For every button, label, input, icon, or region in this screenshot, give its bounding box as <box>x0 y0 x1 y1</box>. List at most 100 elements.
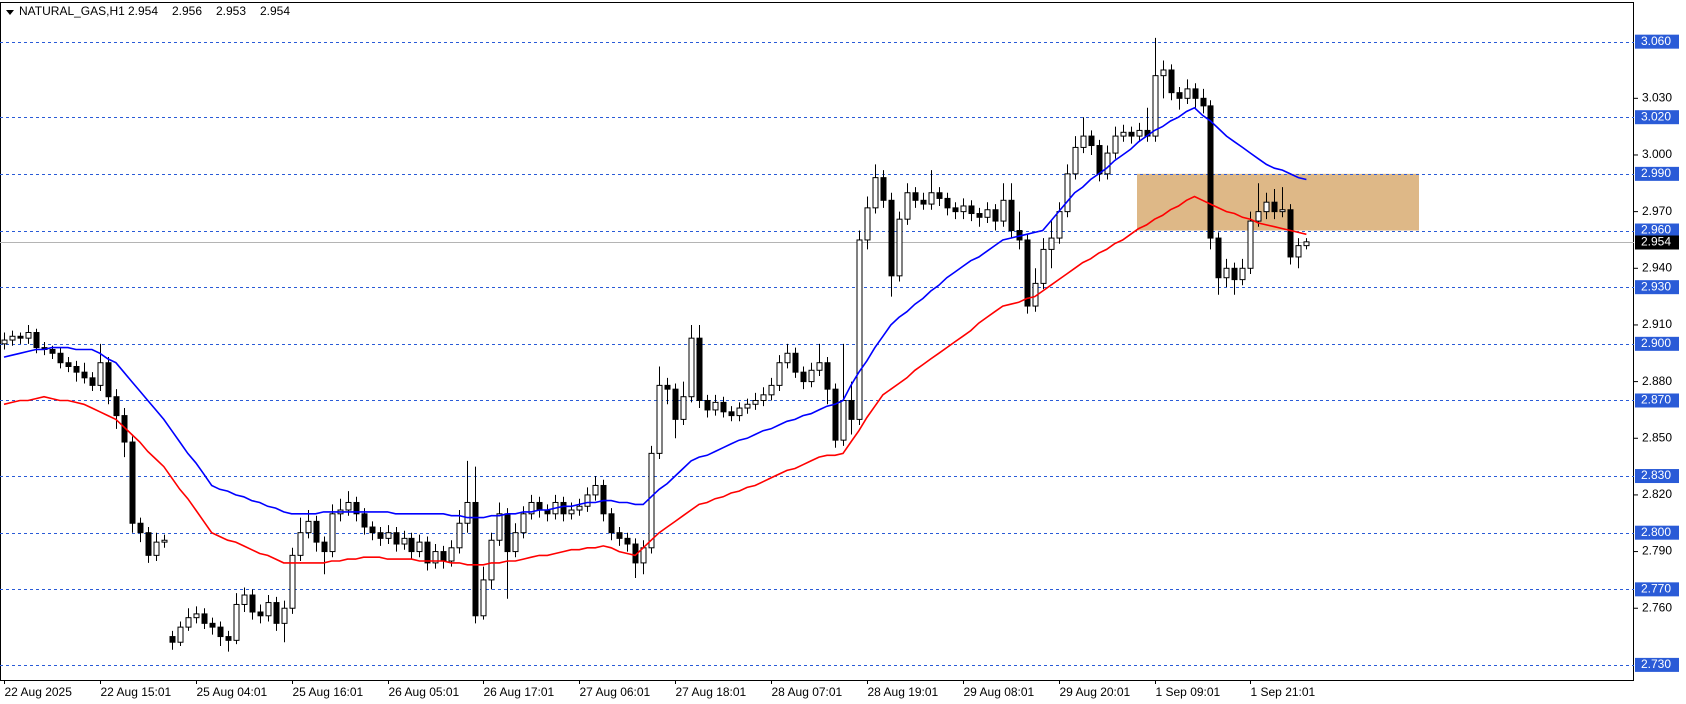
candle-body <box>896 218 903 277</box>
candle-body <box>1263 201 1270 213</box>
x-tick-label: 29 Aug 08:01 <box>964 685 1035 699</box>
candle-body <box>1096 145 1103 175</box>
candle-body <box>313 520 320 543</box>
level-label-box <box>1635 34 1679 49</box>
candle-body <box>888 199 895 277</box>
candle-body <box>353 501 360 515</box>
x-tick-label: 22 Aug 2025 <box>5 685 73 699</box>
candle-body <box>512 532 519 553</box>
x-tick-label: 1 Sep 21:01 <box>1251 685 1316 699</box>
level-label-box <box>1635 469 1679 484</box>
chart-title: NATURAL_GAS,H1 <box>19 4 125 18</box>
candle-body <box>528 501 535 515</box>
x-tick-label: 26 Aug 05:01 <box>389 685 460 699</box>
level-label: 2.900 <box>1641 336 1671 350</box>
level-label: 2.830 <box>1641 468 1671 482</box>
candle-body <box>401 537 408 545</box>
candle-body <box>944 197 951 209</box>
candle-body <box>416 541 423 553</box>
candle-body <box>728 411 735 417</box>
level-label: 3.060 <box>1641 34 1671 48</box>
candle-body <box>600 484 607 515</box>
candle-body <box>448 547 455 562</box>
zone <box>1137 173 1419 231</box>
candle-body <box>1128 131 1135 137</box>
candle-body <box>496 513 503 541</box>
level-label: 3.020 <box>1641 109 1671 123</box>
candle-body <box>680 396 687 420</box>
level-label: 2.990 <box>1641 166 1671 180</box>
header-value: 2.956 <box>172 4 202 18</box>
candle-body <box>960 205 967 213</box>
candle-body <box>792 352 799 373</box>
candle-body <box>81 371 88 379</box>
candle-body <box>161 539 168 543</box>
level-label-box <box>1635 582 1679 597</box>
level-label: 2.960 <box>1641 223 1671 237</box>
candle-body <box>432 551 439 564</box>
candle-body <box>1279 209 1286 213</box>
y-tick-label: 2.820 <box>1642 487 1672 501</box>
candle-body <box>1247 220 1254 269</box>
header-value: 2.953 <box>216 4 246 18</box>
candle-body <box>225 636 232 641</box>
candle-body <box>696 337 703 401</box>
candle-body <box>201 613 208 624</box>
ma-line <box>3 195 1307 566</box>
menu-arrow[interactable] <box>6 10 14 15</box>
level-label: 2.870 <box>1641 393 1671 407</box>
candle-body <box>504 513 511 553</box>
candle-body <box>424 541 431 564</box>
candle-body <box>440 551 447 562</box>
level-label-box <box>1635 336 1679 351</box>
candle-body <box>369 526 376 534</box>
candle-body <box>169 636 176 643</box>
header-value: 2.954 <box>260 4 290 18</box>
candle-body <box>824 362 831 390</box>
candle-body <box>1120 131 1127 137</box>
candle-body <box>25 332 32 339</box>
candle-body <box>784 352 791 364</box>
candle-body <box>752 399 759 405</box>
candle-body <box>872 177 879 209</box>
candle-body <box>1287 209 1294 258</box>
level-label: 2.930 <box>1641 279 1671 293</box>
level-label: 2.800 <box>1641 525 1671 539</box>
candle-body <box>840 399 847 441</box>
candle-body <box>1231 267 1238 281</box>
candle-body <box>864 207 871 241</box>
candle-body <box>664 384 671 390</box>
candle-body <box>936 192 943 199</box>
candle-body <box>856 239 863 420</box>
candle-body <box>928 192 935 205</box>
y-tick-label: 2.850 <box>1642 430 1672 444</box>
candle-body <box>1176 92 1183 99</box>
candle-body <box>536 501 543 511</box>
candle-body <box>656 384 663 454</box>
candle-body <box>1024 239 1031 307</box>
candle-body <box>209 622 216 628</box>
candle-body <box>688 337 695 398</box>
candle-body <box>768 384 775 396</box>
candle-body <box>464 501 471 524</box>
x-tick-label: 27 Aug 06:01 <box>580 685 651 699</box>
candle-body <box>1303 241 1310 247</box>
candle-body <box>1056 211 1063 239</box>
y-tick-label: 3.000 <box>1642 147 1672 161</box>
candle-body <box>57 352 64 364</box>
candle-body <box>257 611 264 617</box>
candle-body <box>920 199 927 205</box>
candle-body <box>89 377 96 386</box>
candle-body <box>1223 267 1230 279</box>
candle-body <box>648 452 655 549</box>
candle-body <box>1160 69 1167 77</box>
candle-body <box>185 617 192 628</box>
candle-body <box>672 388 679 420</box>
x-tick-label: 27 Aug 18:01 <box>676 685 747 699</box>
candle-body <box>105 362 112 398</box>
candle-body <box>616 532 623 539</box>
candle-body <box>321 541 328 553</box>
candle-body <box>249 594 256 613</box>
candle-body <box>1048 237 1055 250</box>
